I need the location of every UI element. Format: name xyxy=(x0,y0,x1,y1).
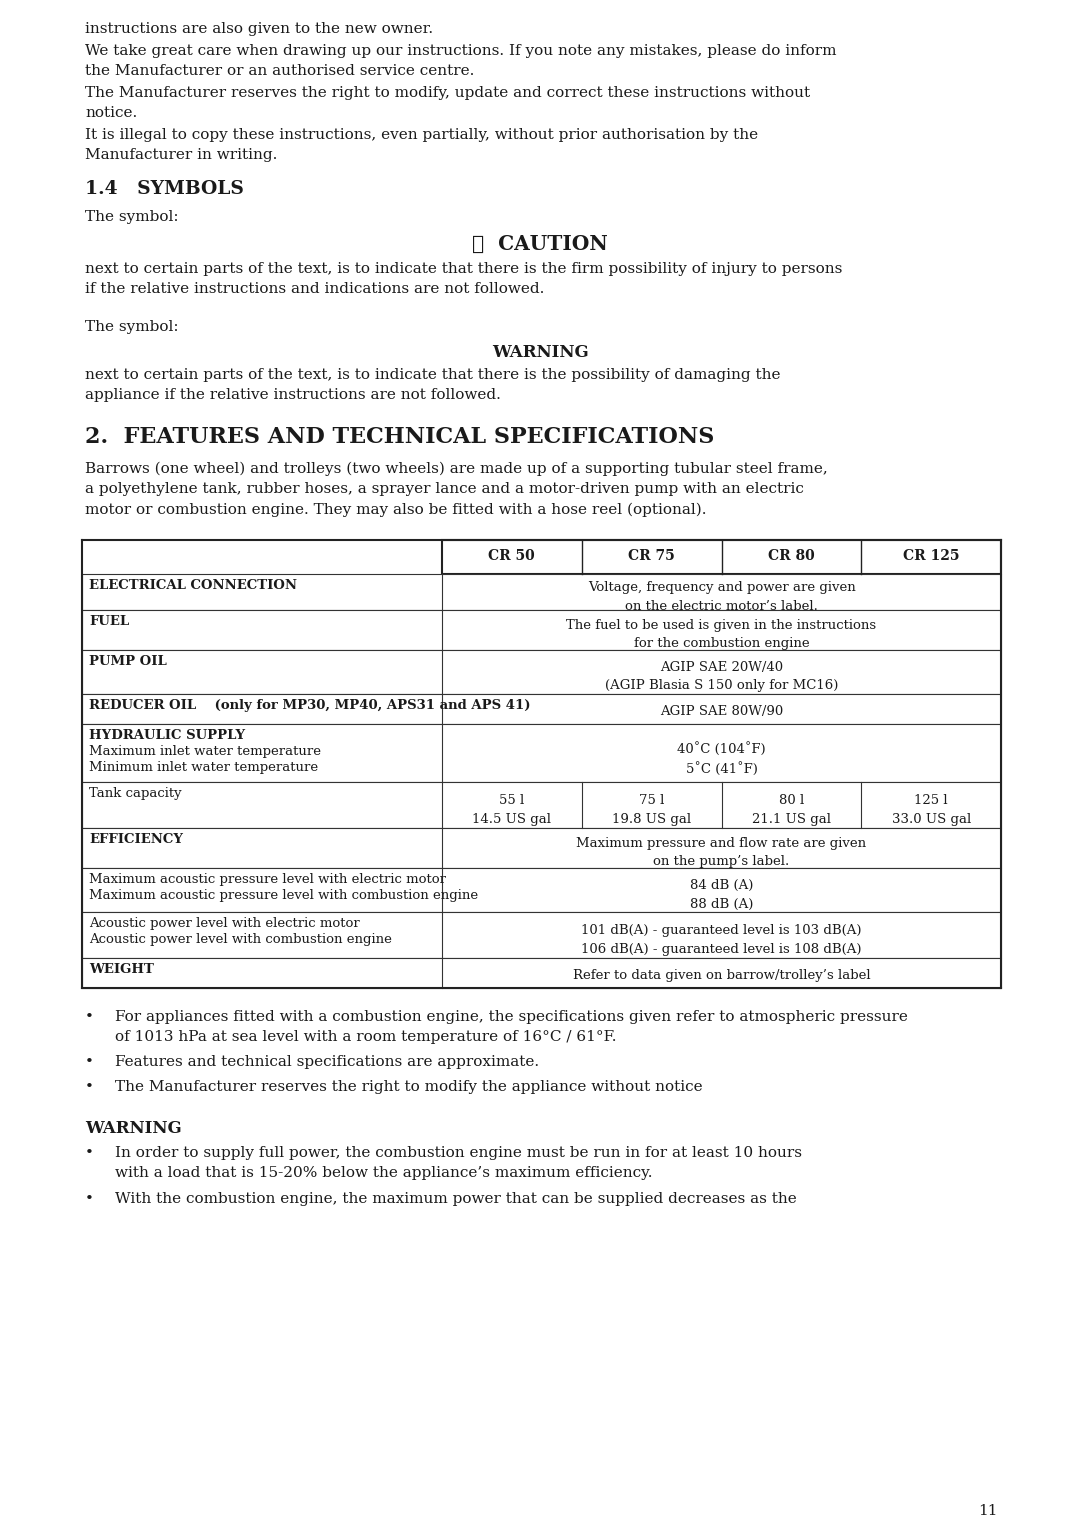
Text: 11: 11 xyxy=(978,1504,998,1518)
Text: instructions are also given to the new owner.: instructions are also given to the new o… xyxy=(85,21,433,35)
Text: REDUCER OIL    (only for MP30, MP40, APS31 and APS 41): REDUCER OIL (only for MP30, MP40, APS31 … xyxy=(89,699,530,712)
Text: It is illegal to copy these instructions, even partially, without prior authoris: It is illegal to copy these instructions… xyxy=(85,129,758,162)
Text: Acoustic power level with combustion engine: Acoustic power level with combustion eng… xyxy=(89,933,392,945)
Text: next to certain parts of the text, is to indicate that there is the firm possibi: next to certain parts of the text, is to… xyxy=(85,262,842,296)
Text: For appliances fitted with a combustion engine, the specifications given refer t: For appliances fitted with a combustion … xyxy=(114,1010,908,1043)
Text: next to certain parts of the text, is to indicate that there is the possibility : next to certain parts of the text, is to… xyxy=(85,368,781,401)
Bar xyxy=(82,958,1001,988)
Text: With the combustion engine, the maximum power that can be supplied decreases as : With the combustion engine, the maximum … xyxy=(114,1192,797,1206)
Text: AGIP SAE 20W/40
(AGIP Blasia S 150 only for MC16): AGIP SAE 20W/40 (AGIP Blasia S 150 only … xyxy=(605,660,838,692)
Text: WARNING: WARNING xyxy=(85,1120,181,1137)
Text: 1.4   SYMBOLS: 1.4 SYMBOLS xyxy=(85,179,244,198)
Text: The symbol:: The symbol: xyxy=(85,320,178,334)
Text: 125 l
33.0 US gal: 125 l 33.0 US gal xyxy=(891,794,971,826)
Text: In order to supply full power, the combustion engine must be run in for at least: In order to supply full power, the combu… xyxy=(114,1146,802,1180)
Text: The symbol:: The symbol: xyxy=(85,210,178,224)
Text: •: • xyxy=(85,1056,94,1069)
Text: CR 50: CR 50 xyxy=(488,548,536,562)
Text: The fuel to be used is given in the instructions
for the combustion engine: The fuel to be used is given in the inst… xyxy=(566,619,877,651)
Text: •: • xyxy=(85,1010,94,1023)
Text: ⚠  CAUTION: ⚠ CAUTION xyxy=(472,234,608,254)
Text: 80 l
21.1 US gal: 80 l 21.1 US gal xyxy=(752,794,831,826)
Text: 55 l
14.5 US gal: 55 l 14.5 US gal xyxy=(472,794,552,826)
Text: •: • xyxy=(85,1192,94,1206)
Text: 84 dB (A)
88 dB (A): 84 dB (A) 88 dB (A) xyxy=(690,879,753,910)
Text: The Manufacturer reserves the right to modify, update and correct these instruct: The Manufacturer reserves the right to m… xyxy=(85,86,810,119)
Bar xyxy=(82,781,1001,827)
Text: Maximum inlet water temperature: Maximum inlet water temperature xyxy=(89,745,321,758)
Text: CR 125: CR 125 xyxy=(903,548,959,562)
Bar xyxy=(442,539,1001,574)
Text: CR 75: CR 75 xyxy=(629,548,675,562)
Text: Maximum acoustic pressure level with combustion engine: Maximum acoustic pressure level with com… xyxy=(89,889,478,902)
Text: HYDRAULIC SUPPLY: HYDRAULIC SUPPLY xyxy=(89,729,245,741)
Text: 40˚C (104˚F)
5˚C (41˚F): 40˚C (104˚F) 5˚C (41˚F) xyxy=(677,741,766,775)
Text: Refer to data given on barrow/trolley’s label: Refer to data given on barrow/trolley’s … xyxy=(572,970,870,982)
Text: Tank capacity: Tank capacity xyxy=(89,787,181,800)
Text: Maximum pressure and flow rate are given
on the pump’s label.: Maximum pressure and flow rate are given… xyxy=(577,836,866,869)
Text: •: • xyxy=(85,1146,94,1160)
Text: Minimum inlet water temperature: Minimum inlet water temperature xyxy=(89,761,319,774)
Text: Acoustic power level with electric motor: Acoustic power level with electric motor xyxy=(89,918,360,930)
Bar xyxy=(82,694,1001,725)
Text: 75 l
19.8 US gal: 75 l 19.8 US gal xyxy=(612,794,691,826)
Bar xyxy=(82,610,1001,650)
Bar xyxy=(82,869,1001,912)
Bar xyxy=(82,650,1001,694)
Text: PUMP OIL: PUMP OIL xyxy=(89,656,166,668)
Text: AGIP SAE 80W/90: AGIP SAE 80W/90 xyxy=(660,706,783,719)
Bar xyxy=(82,827,1001,869)
Text: Maximum acoustic pressure level with electric motor: Maximum acoustic pressure level with ele… xyxy=(89,873,446,885)
Text: The Manufacturer reserves the right to modify the appliance without notice: The Manufacturer reserves the right to m… xyxy=(114,1080,703,1094)
Text: CR 80: CR 80 xyxy=(768,548,814,562)
Bar xyxy=(82,725,1001,781)
Bar xyxy=(82,574,1001,610)
Bar xyxy=(82,912,1001,958)
Text: FUEL: FUEL xyxy=(89,614,130,628)
Text: ELECTRICAL CONNECTION: ELECTRICAL CONNECTION xyxy=(89,579,297,591)
Text: Voltage, frequency and power are given
on the electric motor’s label.: Voltage, frequency and power are given o… xyxy=(588,581,855,613)
Text: Features and technical specifications are approximate.: Features and technical specifications ar… xyxy=(114,1056,539,1069)
Text: We take great care when drawing up our instructions. If you note any mistakes, p: We take great care when drawing up our i… xyxy=(85,44,837,78)
Text: Barrows (one wheel) and trolleys (two wheels) are made up of a supporting tubula: Barrows (one wheel) and trolleys (two wh… xyxy=(85,463,827,518)
Text: EFFICIENCY: EFFICIENCY xyxy=(89,833,183,846)
Text: 2.  FEATURES AND TECHNICAL SPECIFICATIONS: 2. FEATURES AND TECHNICAL SPECIFICATIONS xyxy=(85,426,714,447)
Text: •: • xyxy=(85,1080,94,1094)
Text: WARNING: WARNING xyxy=(491,345,589,362)
Text: WEIGHT: WEIGHT xyxy=(89,964,153,976)
Text: 101 dB(A) - guaranteed level is 103 dB(A)
106 dB(A) - guaranteed level is 108 dB: 101 dB(A) - guaranteed level is 103 dB(A… xyxy=(581,924,862,956)
